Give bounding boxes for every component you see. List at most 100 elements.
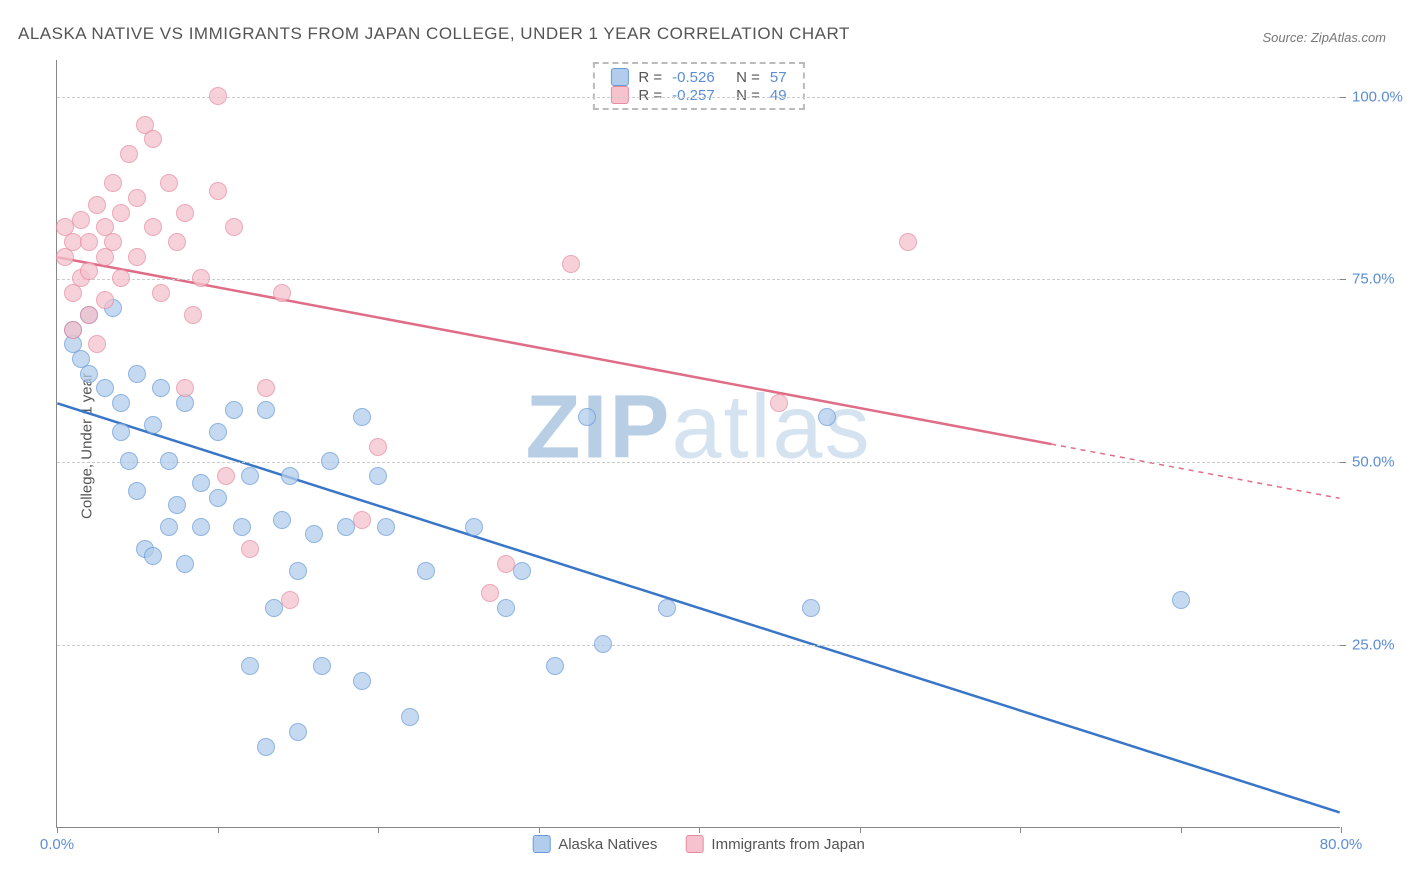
scatter-point	[257, 738, 275, 756]
scatter-point	[273, 511, 291, 529]
scatter-point	[209, 489, 227, 507]
x-tick	[218, 827, 219, 833]
info-row: R =-0.526N =57	[610, 68, 786, 86]
scatter-point	[144, 416, 162, 434]
scatter-point	[273, 284, 291, 302]
scatter-point	[321, 452, 339, 470]
scatter-point	[128, 365, 146, 383]
scatter-point	[88, 196, 106, 214]
r-label: R =	[638, 87, 662, 104]
scatter-point	[128, 248, 146, 266]
x-tick-label: 80.0%	[1320, 836, 1363, 853]
scatter-point	[144, 218, 162, 236]
legend-swatch	[610, 86, 628, 104]
scatter-point	[120, 145, 138, 163]
scatter-point	[80, 233, 98, 251]
legend-label: Alaska Natives	[558, 836, 657, 853]
scatter-point	[72, 211, 90, 229]
scatter-point	[377, 518, 395, 536]
x-tick	[57, 827, 58, 833]
scatter-point	[96, 379, 114, 397]
scatter-point	[176, 204, 194, 222]
n-label: N =	[736, 69, 760, 86]
y-tick	[1340, 97, 1346, 98]
gridline-h	[57, 97, 1340, 98]
scatter-point	[401, 708, 419, 726]
scatter-point	[369, 438, 387, 456]
scatter-point	[192, 269, 210, 287]
scatter-point	[257, 401, 275, 419]
scatter-point	[192, 474, 210, 492]
scatter-point	[152, 379, 170, 397]
scatter-point	[64, 321, 82, 339]
legend-swatch	[685, 835, 703, 853]
scatter-point	[241, 467, 259, 485]
scatter-point	[233, 518, 251, 536]
legend-swatch	[532, 835, 550, 853]
x-tick	[1020, 827, 1021, 833]
scatter-point	[369, 467, 387, 485]
scatter-point	[481, 584, 499, 602]
scatter-point	[152, 284, 170, 302]
scatter-point	[168, 233, 186, 251]
scatter-point	[353, 408, 371, 426]
scatter-point	[209, 87, 227, 105]
scatter-point	[128, 482, 146, 500]
y-tick	[1340, 279, 1346, 280]
y-tick-label: 25.0%	[1352, 637, 1406, 654]
scatter-point	[281, 591, 299, 609]
regression-lines-svg	[57, 60, 1340, 827]
bottom-legend: Alaska Natives Immigrants from Japan	[532, 835, 865, 853]
scatter-point	[184, 306, 202, 324]
scatter-point	[257, 379, 275, 397]
n-value: 57	[770, 69, 787, 86]
x-tick	[1181, 827, 1182, 833]
plot-area: ZIPatlas R =-0.526N =57R =-0.257N =49 Al…	[56, 60, 1340, 828]
scatter-point	[104, 233, 122, 251]
scatter-point	[241, 657, 259, 675]
scatter-point	[88, 335, 106, 353]
y-tick	[1340, 645, 1346, 646]
x-tick	[1341, 827, 1342, 833]
gridline-h	[57, 279, 1340, 280]
legend-item: Alaska Natives	[532, 835, 657, 853]
scatter-point	[818, 408, 836, 426]
scatter-point	[289, 562, 307, 580]
source-attribution: Source: ZipAtlas.com	[1262, 30, 1386, 45]
y-tick-label: 100.0%	[1352, 88, 1406, 105]
scatter-point	[594, 635, 612, 653]
x-tick	[860, 827, 861, 833]
info-row: R =-0.257N =49	[610, 86, 786, 104]
scatter-point	[112, 394, 130, 412]
scatter-point	[562, 255, 580, 273]
legend-swatch	[610, 68, 628, 86]
scatter-point	[770, 394, 788, 412]
scatter-point	[513, 562, 531, 580]
scatter-point	[160, 174, 178, 192]
y-tick-label: 50.0%	[1352, 454, 1406, 471]
scatter-point	[305, 525, 323, 543]
scatter-point	[417, 562, 435, 580]
r-value: -0.257	[672, 87, 726, 104]
scatter-point	[497, 555, 515, 573]
chart-title: ALASKA NATIVE VS IMMIGRANTS FROM JAPAN C…	[18, 24, 850, 44]
scatter-point	[289, 723, 307, 741]
regression-line-dashed	[1051, 444, 1340, 498]
scatter-point	[168, 496, 186, 514]
legend-item: Immigrants from Japan	[685, 835, 864, 853]
x-tick-label: 0.0%	[40, 836, 74, 853]
scatter-point	[1172, 591, 1190, 609]
correlation-info-box: R =-0.526N =57R =-0.257N =49	[592, 62, 804, 110]
scatter-point	[160, 518, 178, 536]
scatter-point	[497, 599, 515, 617]
x-tick	[378, 827, 379, 833]
scatter-point	[217, 467, 235, 485]
scatter-point	[176, 555, 194, 573]
y-tick-label: 75.0%	[1352, 271, 1406, 288]
scatter-point	[578, 408, 596, 426]
scatter-point	[313, 657, 331, 675]
scatter-point	[112, 204, 130, 222]
scatter-point	[104, 174, 122, 192]
scatter-point	[80, 306, 98, 324]
n-label: N =	[736, 87, 760, 104]
